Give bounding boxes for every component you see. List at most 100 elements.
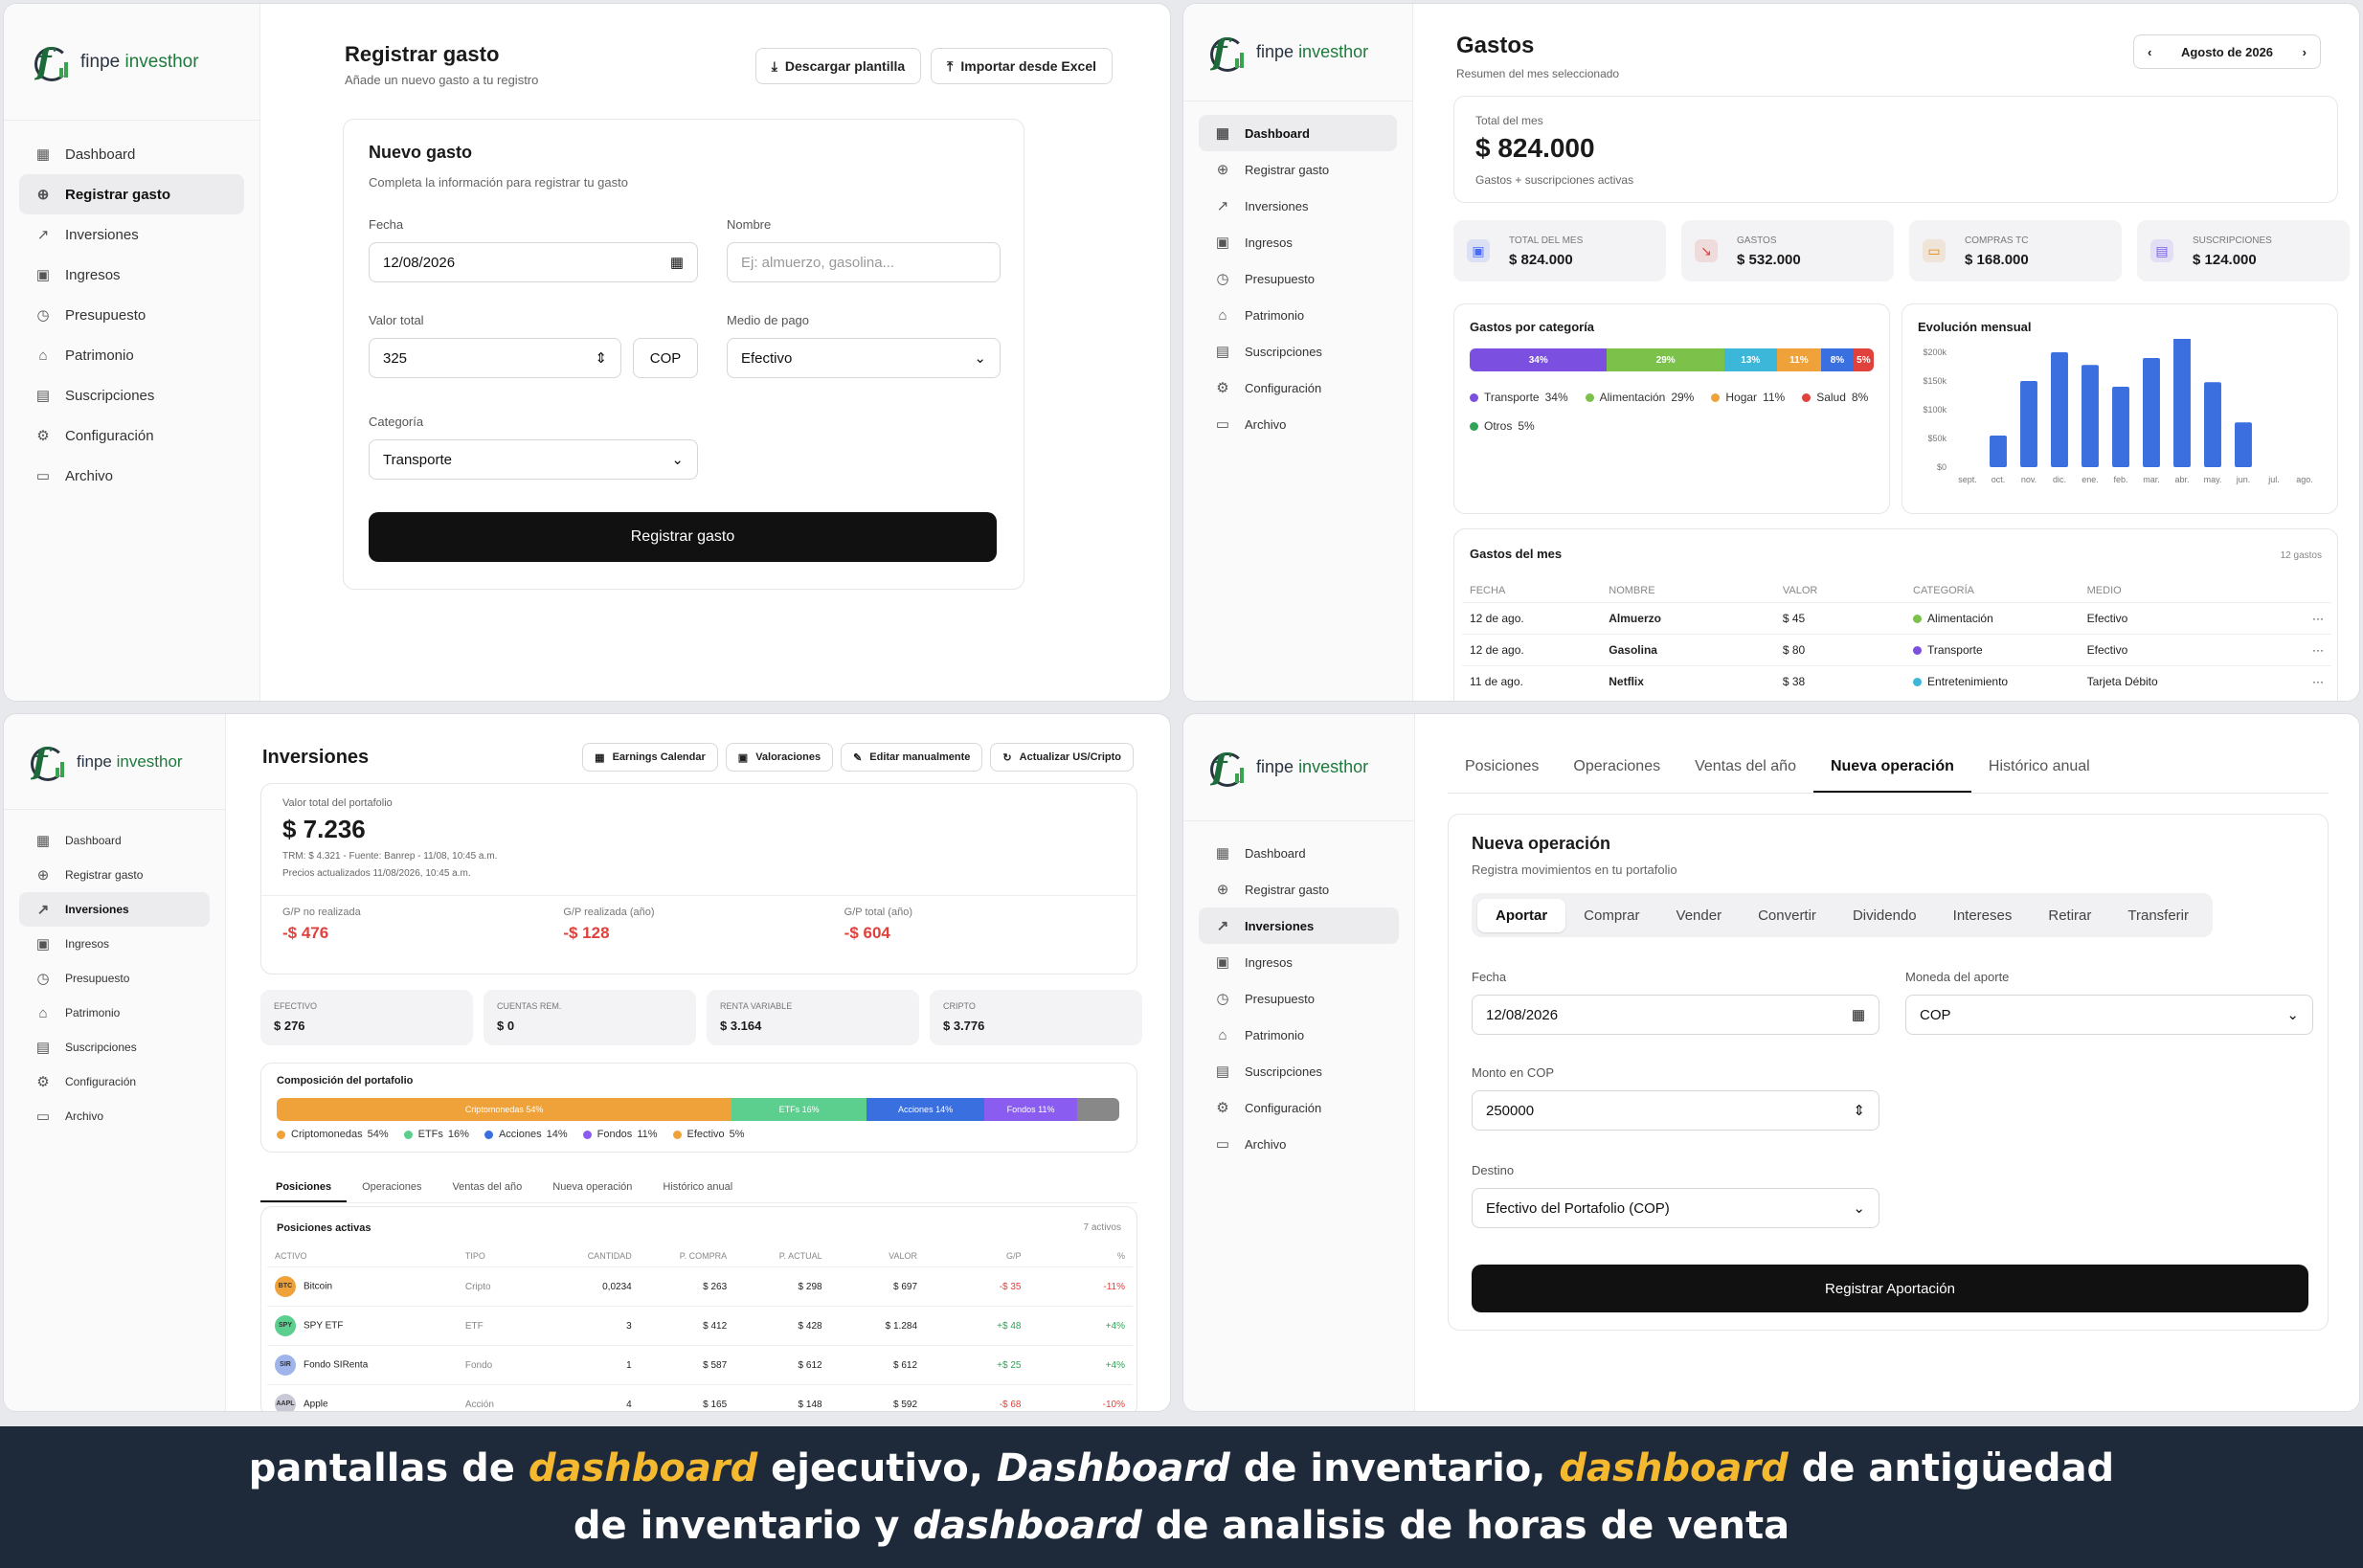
operation-type-6[interactable]: Retirar	[2048, 907, 2092, 924]
register-contribution-button[interactable]: Registrar Aportación	[1472, 1265, 2308, 1312]
sidebar-item-dashboard[interactable]: ▦ Dashboard	[1199, 115, 1397, 151]
brand-logo[interactable]: f finpe investhor	[4, 4, 259, 121]
toolbar-button-3[interactable]: ↻ Actualizar US/Cripto	[990, 743, 1134, 772]
table-row[interactable]: 11 de ago. Netflix $ 38 Entretenimiento Tarj…	[1462, 665, 2331, 697]
tab-0[interactable]: Posiciones	[1465, 758, 1540, 774]
sidebar-item-presupuesto[interactable]: ◷ Presupuesto	[1199, 260, 1397, 297]
sidebar-item-dashboard[interactable]: ▦ Dashboard	[19, 134, 244, 174]
tab-1[interactable]: Operaciones	[362, 1181, 422, 1193]
sidebar-item-patrimonio[interactable]: ⌂ Patrimonio	[19, 335, 244, 375]
sidebar-item-registrar-gasto[interactable]: ⊕ Registrar gasto	[19, 858, 210, 892]
currency-button[interactable]: COP	[633, 338, 698, 378]
sidebar-item-presupuesto[interactable]: ◷ Presupuesto	[19, 961, 210, 996]
calendar-icon[interactable]: ▦	[669, 255, 684, 271]
tab-3[interactable]: Nueva operación	[552, 1181, 633, 1193]
tab-1[interactable]: Operaciones	[1573, 758, 1661, 774]
sidebar-item-suscripciones[interactable]: ▤ Suscripciones	[1199, 1053, 1399, 1089]
table-row[interactable]: SIR Fondo SIRenta Fondo 1 $ 587 $ 612 $ 612 +$ …	[267, 1345, 1133, 1385]
fecha-field[interactable]: 12/08/2026 ▦	[1472, 995, 1879, 1035]
toolbar-button-0[interactable]: ▦ Earnings Calendar	[582, 743, 718, 772]
table-row[interactable]: SPY SPY ETF ETF 3 $ 412 $ 428 $ 1.284 +$ 48 +4%	[267, 1306, 1133, 1346]
chevron-right-icon[interactable]: ›	[2302, 44, 2307, 59]
sidebar-item-inversiones[interactable]: ↗ Inversiones	[19, 214, 244, 255]
operation-type-5[interactable]: Intereses	[1952, 907, 2013, 924]
download-template-button[interactable]: ⤓ Descargar plantilla	[754, 48, 922, 84]
operation-type-3[interactable]: Convertir	[1758, 907, 1816, 924]
sidebar-item-patrimonio[interactable]: ⌂ Patrimonio	[19, 996, 210, 1030]
month-bar	[2204, 382, 2221, 467]
row-menu-icon[interactable]: ···	[2270, 634, 2331, 666]
tab-4[interactable]: Histórico anual	[663, 1181, 733, 1193]
moneda-select[interactable]: COP ⌄	[1905, 995, 2313, 1035]
table-row[interactable]: 12 de ago. Almuerzo $ 45 Alimentación Efecti…	[1462, 602, 2331, 635]
row-menu-icon[interactable]: ···	[2270, 665, 2331, 697]
nombre-field[interactable]: Ej: almuerzo, gasolina...	[727, 242, 1001, 282]
sidebar-item-configuracion[interactable]: ⚙ Configuración	[1199, 370, 1397, 406]
sidebar-item-patrimonio[interactable]: ⌂ Patrimonio	[1199, 1017, 1399, 1053]
tab-2[interactable]: Ventas del año	[452, 1181, 523, 1193]
tab-4[interactable]: Histórico anual	[1988, 758, 2090, 774]
operation-type-4[interactable]: Dividendo	[1852, 907, 1917, 924]
sidebar-item-inversiones[interactable]: ↗ Inversiones	[1199, 188, 1397, 224]
calendar-icon[interactable]: ▦	[1851, 1007, 1865, 1023]
x-tick-label: jun.	[2236, 475, 2251, 484]
fecha-field[interactable]: 12/08/2026 ▦	[369, 242, 698, 282]
sidebar-item-presupuesto[interactable]: ◷ Presupuesto	[19, 295, 244, 335]
sidebar-item-suscripciones[interactable]: ▤ Suscripciones	[1199, 333, 1397, 370]
valor-field[interactable]: 325 ⇕	[369, 338, 621, 378]
sidebar-item-archivo[interactable]: ▭ Archivo	[19, 1099, 210, 1133]
sidebar-item-ingresos[interactable]: ▣ Ingresos	[19, 255, 244, 295]
operation-type-1[interactable]: Comprar	[1584, 907, 1640, 924]
operation-type-0[interactable]: Aportar	[1477, 898, 1566, 932]
sidebar-item-presupuesto[interactable]: ◷ Presupuesto	[1199, 980, 1399, 1017]
sidebar-item-ingresos[interactable]: ▣ Ingresos	[1199, 224, 1397, 260]
brand-logo[interactable]: f finpe investhor	[4, 714, 225, 810]
sidebar-item-registrar-gasto[interactable]: ⊕ Registrar gasto	[19, 174, 244, 214]
sidebar-item-registrar-gasto[interactable]: ⊕ Registrar gasto	[1199, 151, 1397, 188]
toolbar-button-1[interactable]: ▣ Valoraciones	[725, 743, 834, 772]
sidebar-item-patrimonio[interactable]: ⌂ Patrimonio	[1199, 297, 1397, 333]
clock-icon: ◷	[1216, 271, 1229, 287]
monto-field[interactable]: 250000 ⇕	[1472, 1090, 1879, 1131]
destino-select[interactable]: Efectivo del Portafolio (COP) ⌄	[1472, 1188, 1879, 1228]
sidebar-item-ingresos[interactable]: ▣ Ingresos	[19, 927, 210, 961]
sidebar-item-configuracion[interactable]: ⚙ Configuración	[19, 415, 244, 456]
row-menu-icon[interactable]: ···	[2270, 602, 2331, 635]
brand-logo[interactable]: f finpe investhor	[1183, 714, 1414, 821]
tab-3[interactable]: Nueva operación	[1812, 743, 1971, 793]
table-row[interactable]: AAPL Apple Acción 4 $ 165 $ 148 $ 592 -$ 68 -10%	[267, 1384, 1133, 1411]
sidebar-item-configuracion[interactable]: ⚙ Configuración	[19, 1064, 210, 1099]
sidebar-item-inversiones[interactable]: ↗ Inversiones	[1199, 907, 1399, 944]
table-row[interactable]: 12 de ago. Gasolina $ 80 Transporte Efectivo…	[1462, 634, 2331, 666]
sidebar-item-dashboard[interactable]: ▦ Dashboard	[19, 823, 210, 858]
tab-0[interactable]: Posiciones	[260, 1174, 348, 1202]
sidebar-item-archivo[interactable]: ▭ Archivo	[19, 456, 244, 496]
sidebar-item-dashboard[interactable]: ▦ Dashboard	[1199, 835, 1399, 871]
sidebar-item-suscripciones[interactable]: ▤ Suscripciones	[19, 1030, 210, 1064]
register-expense-button[interactable]: Registrar gasto	[369, 512, 997, 562]
chevron-left-icon[interactable]: ‹	[2148, 44, 2152, 59]
sidebar-item-archivo[interactable]: ▭ Archivo	[1199, 1126, 1399, 1162]
import-excel-button[interactable]: ⤒ Importar desde Excel	[931, 48, 1113, 84]
sidebar-item-suscripciones[interactable]: ▤ Suscripciones	[19, 375, 244, 415]
toolbar-button-2[interactable]: ✎ Editar manualmente	[841, 743, 983, 772]
sidebar-item-inversiones[interactable]: ↗ Inversiones	[19, 892, 210, 927]
sidebar-item-configuracion[interactable]: ⚙ Configuración	[1199, 1089, 1399, 1126]
categoria-select[interactable]: Transporte ⌄	[369, 439, 698, 480]
month-selector[interactable]: ‹ Agosto de 2026 ›	[2133, 34, 2321, 69]
x-tick-label: ene.	[2082, 475, 2099, 484]
brand-logo[interactable]: f finpe investhor	[1183, 4, 1412, 101]
operation-type-7[interactable]: Transferir	[2127, 907, 2189, 924]
table-row[interactable]: BTC Bitcoin Cripto 0,0234 $ 263 $ 298 $ 697 -$ …	[267, 1266, 1133, 1307]
medio-select[interactable]: Efectivo ⌄	[727, 338, 1001, 378]
stepper-icon[interactable]: ⇕	[1853, 1103, 1865, 1119]
new-operation-screen: f finpe investhor ▦ Dashboard ⊕ Registrar g…	[1182, 713, 2360, 1412]
operation-type-2[interactable]: Vender	[1676, 907, 1722, 924]
sidebar-item-ingresos[interactable]: ▣ Ingresos	[1199, 944, 1399, 980]
tab-2[interactable]: Ventas del año	[1695, 758, 1796, 774]
sidebar-item-label: Dashboard	[1245, 845, 1306, 861]
sidebar-item-archivo[interactable]: ▭ Archivo	[1199, 406, 1397, 442]
sidebar-item-registrar-gasto[interactable]: ⊕ Registrar gasto	[1199, 871, 1399, 907]
sidebar-item-label: Registrar gasto	[1245, 882, 1330, 897]
stepper-icon[interactable]: ⇕	[595, 350, 607, 367]
